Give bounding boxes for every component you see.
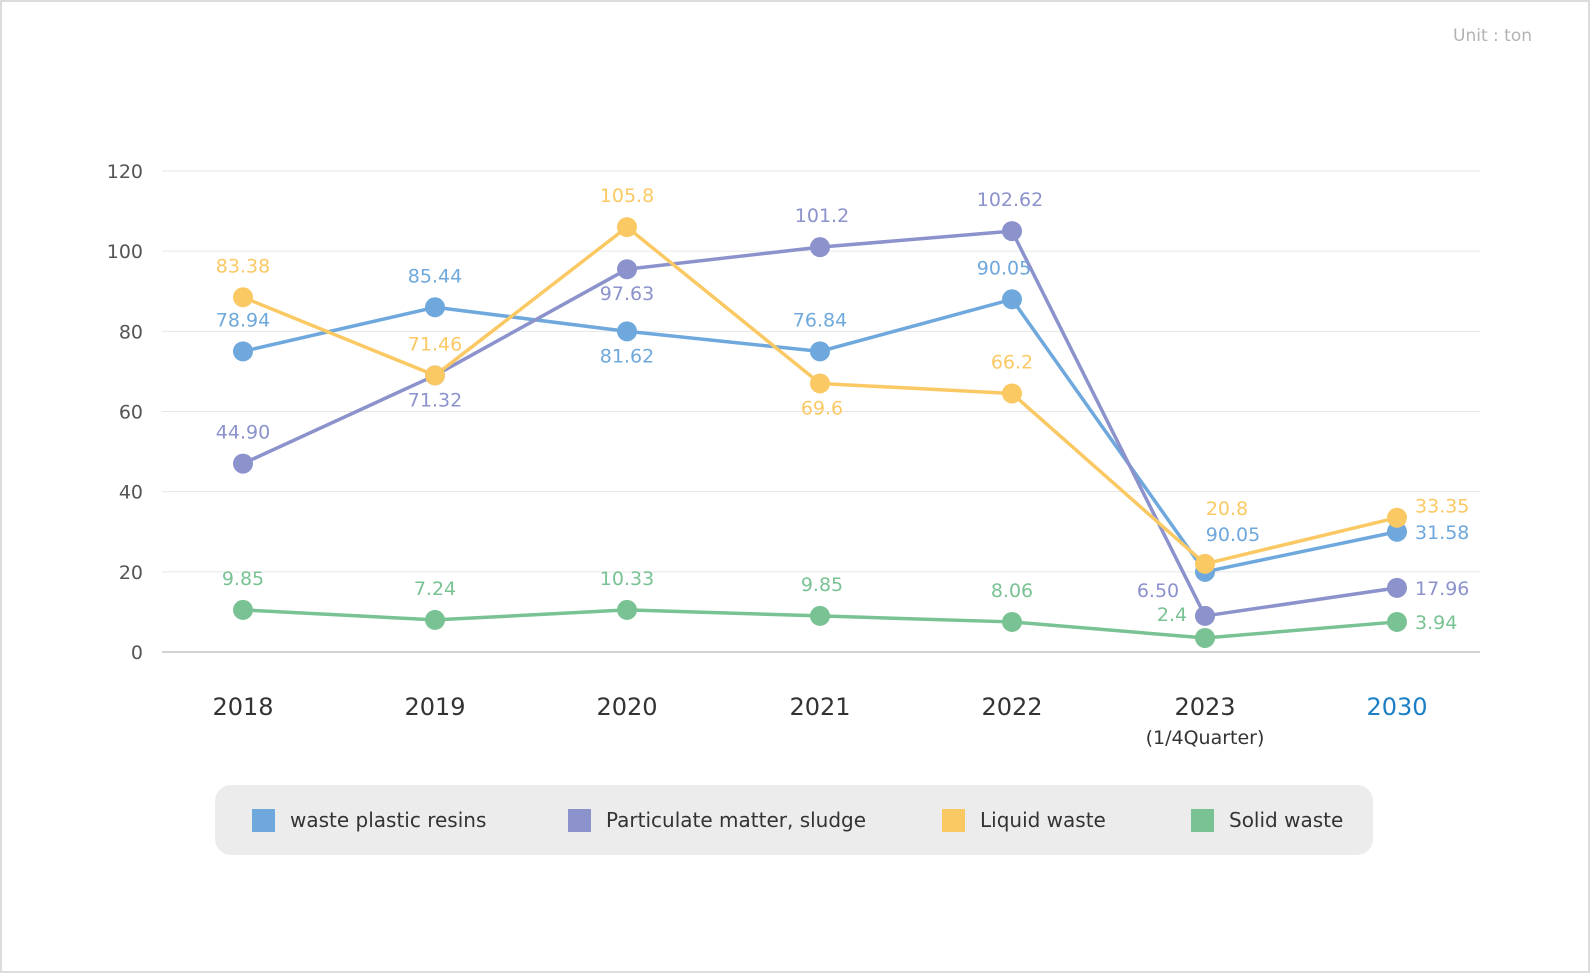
data-label-waste-plastic: 85.44 — [408, 265, 462, 287]
legend: waste plastic resins Particulate matter,… — [215, 785, 1373, 855]
data-point-liquid — [810, 373, 830, 394]
x-tick-label: 2023 — [1174, 693, 1235, 721]
unit-label: Unit : ton — [1453, 26, 1532, 46]
y-tick-label: 20 — [119, 562, 143, 584]
data-label-liquid: 71.46 — [408, 333, 462, 355]
data-label-solid: 3.94 — [1415, 612, 1457, 634]
data-point-solid — [617, 599, 637, 620]
data-point-waste-plastic — [233, 341, 253, 362]
legend-item-solid: Solid waste — [1191, 785, 1343, 855]
legend-label-waste-plastic: waste plastic resins — [290, 808, 487, 832]
y-tick-label: 60 — [119, 402, 143, 424]
data-point-liquid — [1195, 553, 1215, 574]
legend-item-particulate: Particulate matter, sludge — [568, 785, 866, 855]
legend-swatch-liquid — [942, 808, 965, 832]
data-point-particulate — [810, 237, 830, 258]
data-label-solid: 9.85 — [222, 568, 264, 590]
legend-label-particulate: Particulate matter, sludge — [606, 808, 867, 832]
data-label-waste-plastic: 90.05 — [1206, 524, 1260, 546]
data-label-particulate: 101.2 — [795, 205, 849, 227]
data-point-solid — [1195, 627, 1215, 648]
data-label-waste-plastic: 78.94 — [216, 309, 270, 331]
data-point-waste-plastic — [1387, 521, 1407, 542]
data-label-particulate: 102.62 — [977, 189, 1043, 211]
data-point-liquid — [1387, 507, 1407, 528]
data-point-liquid — [233, 287, 253, 308]
data-point-solid — [233, 599, 253, 620]
y-tick-label: 120 — [107, 161, 143, 183]
data-point-waste-plastic — [1002, 289, 1022, 310]
x-tick-label: 2018 — [212, 693, 273, 721]
data-point-solid — [425, 609, 445, 630]
data-label-particulate: 97.63 — [600, 283, 654, 305]
legend-swatch-solid — [1191, 808, 1214, 832]
x-tick-label: 2022 — [981, 693, 1042, 721]
legend-item-liquid: Liquid waste — [942, 785, 1106, 855]
data-label-particulate: 17.96 — [1415, 578, 1469, 600]
data-label-particulate: 44.90 — [216, 422, 270, 444]
data-point-particulate — [1002, 221, 1022, 242]
data-label-waste-plastic: 81.62 — [600, 345, 654, 367]
legend-label-solid: Solid waste — [1229, 808, 1344, 832]
data-point-waste-plastic — [425, 297, 445, 318]
data-point-liquid — [1002, 383, 1022, 404]
data-label-waste-plastic: 90.05 — [977, 257, 1031, 279]
x-tick-label: 2020 — [596, 693, 657, 721]
data-point-liquid — [617, 217, 637, 238]
data-label-waste-plastic: 76.84 — [793, 309, 847, 331]
data-point-particulate — [233, 453, 253, 474]
data-label-liquid: 20.8 — [1206, 498, 1248, 520]
data-point-liquid — [425, 365, 445, 386]
y-tick-label: 80 — [119, 321, 143, 343]
data-label-liquid: 66.2 — [991, 351, 1033, 373]
data-point-particulate — [1387, 577, 1407, 598]
legend-label-liquid: Liquid waste — [980, 808, 1106, 832]
data-label-particulate: 71.32 — [408, 389, 462, 411]
data-point-waste-plastic — [810, 341, 830, 362]
data-label-liquid: 69.6 — [801, 397, 843, 419]
x-tick-label: 2021 — [789, 693, 850, 721]
legend-swatch-particulate — [568, 808, 591, 832]
data-label-solid: 8.06 — [991, 580, 1033, 602]
data-point-waste-plastic — [617, 321, 637, 342]
data-point-solid — [1387, 611, 1407, 632]
data-label-liquid: 105.8 — [600, 185, 654, 207]
legend-swatch-waste-plastic — [252, 808, 275, 832]
data-label-waste-plastic: 31.58 — [1415, 522, 1469, 544]
data-point-solid — [1002, 611, 1022, 632]
data-point-solid — [810, 605, 830, 626]
data-label-solid: 10.33 — [600, 568, 654, 590]
data-label-particulate: 6.50 — [1137, 580, 1179, 602]
data-point-particulate — [1195, 605, 1215, 626]
data-label-liquid: 33.35 — [1415, 496, 1469, 518]
data-label-solid: 2.4 — [1157, 604, 1187, 626]
data-label-solid: 7.24 — [414, 578, 456, 600]
data-point-particulate — [617, 259, 637, 280]
x-tick-label: 2030 — [1366, 693, 1427, 721]
y-tick-label: 40 — [119, 482, 143, 504]
legend-item-waste-plastic: waste plastic resins — [252, 785, 486, 855]
y-tick-label: 100 — [107, 241, 143, 263]
x-tick-sublabel: (1/4Quarter) — [1146, 727, 1265, 749]
y-tick-label: 0 — [131, 642, 143, 664]
data-label-liquid: 83.38 — [216, 255, 270, 277]
data-label-solid: 9.85 — [801, 574, 843, 596]
x-tick-label: 2019 — [404, 693, 465, 721]
